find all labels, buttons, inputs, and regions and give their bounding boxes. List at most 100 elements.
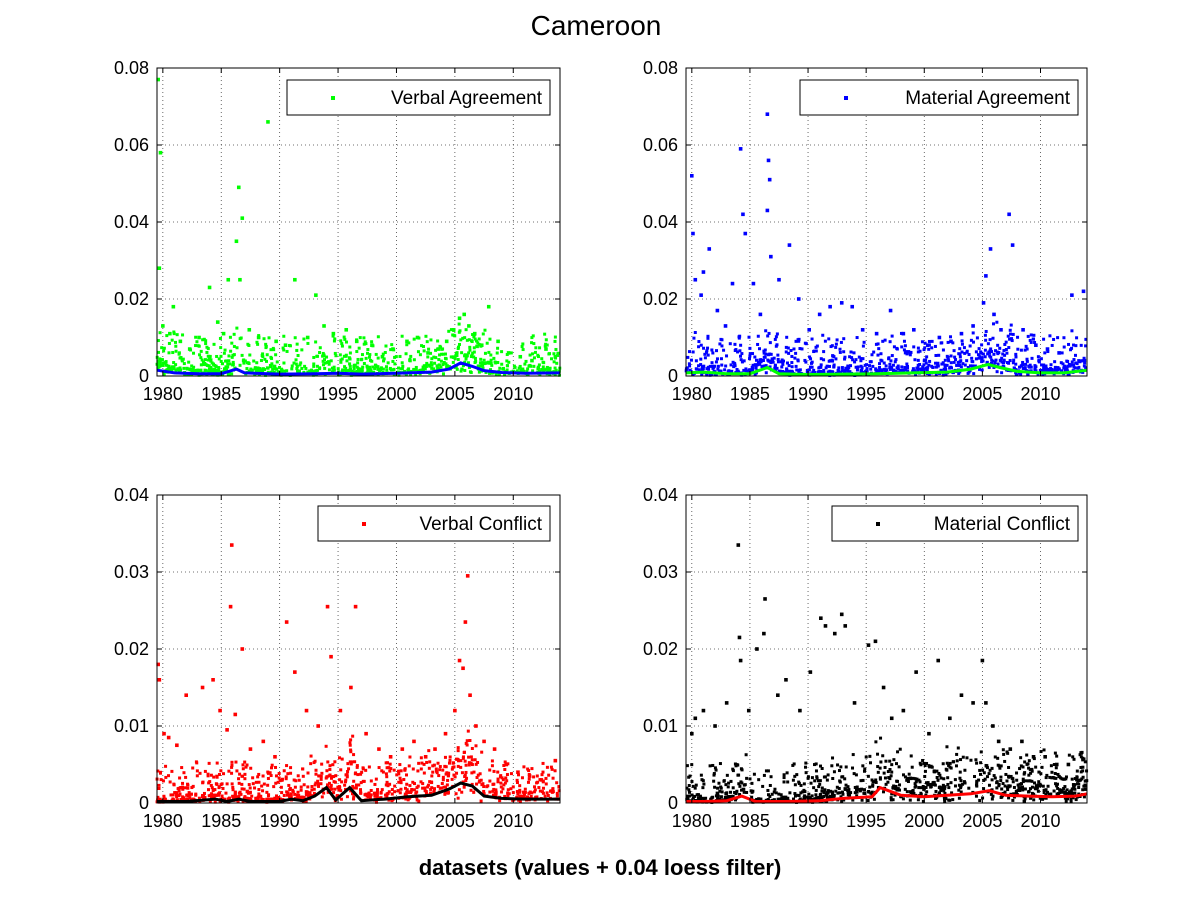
data-point [696,793,700,797]
data-point [1030,356,1034,360]
data-point [536,366,540,370]
data-point [497,373,501,377]
data-point [359,790,363,794]
data-point [370,343,374,347]
data-point [403,369,407,373]
data-point [773,366,777,370]
data-point [378,367,382,371]
data-point [1011,332,1015,336]
data-point [975,336,979,340]
data-point [242,796,246,800]
data-point [167,351,171,355]
data-point [493,360,497,364]
data-point [509,772,513,776]
data-point [553,769,557,773]
data-point [848,370,852,374]
data-point [270,797,274,801]
data-point [260,797,264,801]
data-point [492,356,496,360]
data-point [946,776,950,780]
trend-line [686,785,1088,803]
data-point [747,335,751,339]
data-point [728,342,732,346]
data-point [705,349,709,353]
data-point [846,785,850,789]
data-point [1021,780,1025,784]
data-point [306,785,310,789]
data-point [791,370,795,374]
data-point [872,797,876,801]
data-point [903,344,907,348]
data-point [308,369,312,373]
data-point [188,796,192,800]
data-point [726,795,730,799]
data-point [1022,787,1026,791]
data-point [1014,355,1018,359]
data-point [913,358,917,362]
legend-marker [876,522,880,526]
legend: Verbal Agreement [286,79,551,116]
data-point [1079,765,1083,769]
data-point [549,789,553,793]
data-point [385,766,389,770]
data-point [1024,779,1028,783]
data-point [467,324,471,328]
data-point [217,792,221,796]
data-point [357,783,361,787]
data-point [299,788,303,792]
data-point [988,768,992,772]
data-point [769,775,773,779]
data-point [812,368,816,372]
data-point [1038,782,1042,786]
data-point [320,771,324,775]
data-point [822,775,826,779]
data-point [207,761,211,765]
data-point [423,755,428,759]
data-point [960,339,964,343]
data-point [793,794,797,798]
data-point [407,764,411,768]
data-point [834,345,838,349]
data-point [828,795,832,799]
data-point [1073,791,1077,795]
data-point [704,796,708,800]
data-point [736,763,740,767]
data-point [353,604,358,609]
data-point [278,365,282,369]
data-point [367,355,371,359]
data-point [693,331,697,335]
x-tick-label: 2010 [1020,811,1060,831]
data-point [230,341,234,345]
data-point [494,373,498,377]
data-point [920,340,924,344]
data-point [1070,360,1074,364]
data-point [387,766,391,770]
data-point [381,352,385,356]
data-point [971,331,975,335]
data-point [305,335,310,340]
data-point [1083,361,1087,365]
data-point [315,364,319,368]
data-point [923,346,927,350]
data-point [296,790,300,794]
data-point [158,797,162,801]
data-point [414,372,418,376]
y-tick-label: 0 [668,793,678,813]
data-point [175,743,179,748]
data-point [1015,771,1019,775]
data-point [313,783,317,787]
data-point [184,786,188,790]
data-point [356,367,360,371]
data-point [766,788,770,792]
data-point [959,758,963,762]
data-point [738,792,742,796]
data-point [708,764,712,768]
data-point [736,543,741,547]
data-point [824,366,828,370]
x-tick-label: 1985 [730,811,770,831]
data-point [794,351,798,355]
data-point [230,355,234,359]
data-point [896,750,900,754]
data-point [1019,756,1023,760]
data-point [433,361,437,365]
